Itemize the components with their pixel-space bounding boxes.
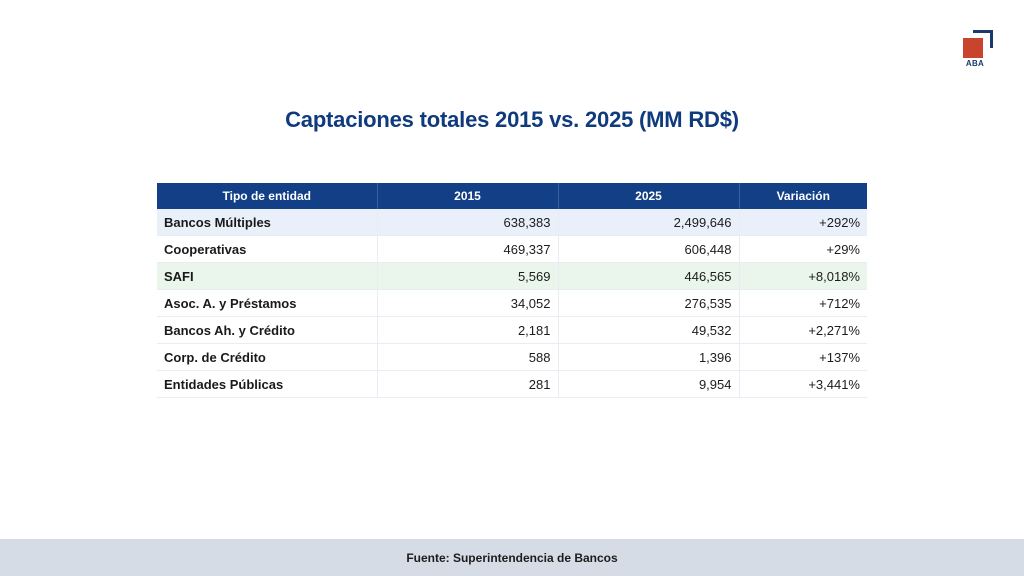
cell-entidad: Bancos Múltiples — [157, 209, 378, 236]
header-tipo-entidad: Tipo de entidad — [157, 183, 378, 209]
table-row: Asoc. A. y Préstamos 34,052 276,535 +712… — [157, 289, 867, 317]
cell-variacion: +29% — [739, 235, 867, 263]
table-row: Bancos Múltiples 638,383 2,499,646 +292% — [157, 209, 867, 236]
cell-2015: 638,383 — [377, 209, 559, 236]
cell-2015: 469,337 — [377, 235, 559, 263]
cell-2015: 34,052 — [377, 289, 559, 317]
cell-entidad: Asoc. A. y Préstamos — [157, 289, 378, 317]
captaciones-table: Tipo de entidad 2015 2025 Variación Banc… — [157, 183, 867, 398]
footer-bar: Fuente: Superintendencia de Bancos — [0, 539, 1024, 576]
table-header-row: Tipo de entidad 2015 2025 Variación — [157, 183, 867, 209]
logo-text: ABA — [965, 59, 985, 68]
cell-variacion: +2,271% — [739, 316, 867, 344]
table-row: SAFI 5,569 446,565 +8,018% — [157, 262, 867, 290]
cell-2025: 1,396 — [558, 343, 740, 371]
cell-entidad: Entidades Públicas — [157, 370, 378, 398]
cell-variacion: +8,018% — [739, 262, 867, 290]
cell-entidad: Cooperativas — [157, 235, 378, 263]
table-row: Cooperativas 469,337 606,448 +29% — [157, 235, 867, 263]
cell-2015: 2,181 — [377, 316, 559, 344]
page-title: Captaciones totales 2015 vs. 2025 (MM RD… — [285, 107, 739, 132]
cell-2025: 49,532 — [558, 316, 740, 344]
cell-2025: 446,565 — [558, 262, 740, 290]
header-2015: 2015 — [377, 183, 559, 209]
cell-variacion: +137% — [739, 343, 867, 371]
table-row: Entidades Públicas 281 9,954 +3,441% — [157, 370, 867, 398]
cell-2015: 5,569 — [377, 262, 559, 290]
cell-variacion: +292% — [739, 209, 867, 236]
cell-variacion: +712% — [739, 289, 867, 317]
cell-entidad: Corp. de Crédito — [157, 343, 378, 371]
cell-2025: 606,448 — [558, 235, 740, 263]
cell-2025: 9,954 — [558, 370, 740, 398]
header-variacion: Variación — [739, 183, 867, 209]
cell-entidad: Bancos Ah. y Crédito — [157, 316, 378, 344]
aba-logo-mark — [961, 29, 995, 59]
header-2025: 2025 — [558, 183, 740, 209]
cell-entidad: SAFI — [157, 262, 378, 290]
cell-2015: 588 — [377, 343, 559, 371]
table-row: Bancos Ah. y Crédito 2,181 49,532 +2,271… — [157, 316, 867, 344]
cell-variacion: +3,441% — [739, 370, 867, 398]
aba-logo: ABA — [961, 29, 995, 69]
source-note: Fuente: Superintendencia de Bancos — [406, 550, 618, 565]
cell-2025: 276,535 — [558, 289, 740, 317]
cell-2025: 2,499,646 — [558, 209, 740, 236]
cell-2015: 281 — [377, 370, 559, 398]
logo-square-shape — [963, 38, 983, 58]
logo-corner-shape — [973, 30, 993, 48]
table-row: Corp. de Crédito 588 1,396 +137% — [157, 343, 867, 371]
